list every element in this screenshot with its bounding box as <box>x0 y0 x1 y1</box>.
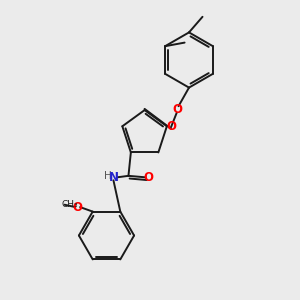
Text: O: O <box>166 120 176 133</box>
Text: CH₃: CH₃ <box>61 200 78 209</box>
Text: O: O <box>73 201 83 214</box>
Text: O: O <box>143 171 153 184</box>
Text: N: N <box>108 171 118 184</box>
Text: H: H <box>103 171 111 181</box>
Text: O: O <box>172 103 183 116</box>
